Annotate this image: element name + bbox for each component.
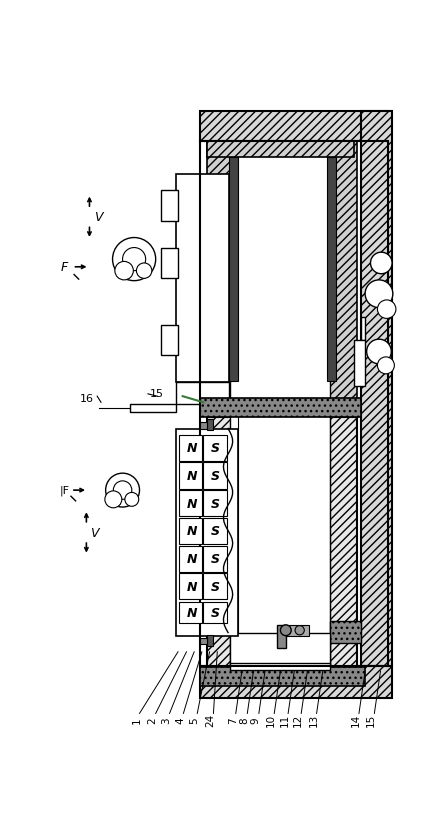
Text: N: N bbox=[186, 606, 197, 619]
Bar bbox=[238, 418, 327, 633]
Bar bbox=[203, 602, 227, 623]
Bar bbox=[207, 418, 358, 667]
Text: V: V bbox=[90, 527, 99, 539]
Circle shape bbox=[366, 340, 391, 364]
Text: 14: 14 bbox=[351, 713, 361, 726]
Bar bbox=[361, 318, 365, 341]
Text: N: N bbox=[186, 497, 197, 510]
Bar bbox=[203, 546, 227, 572]
Text: F: F bbox=[61, 261, 68, 274]
Bar bbox=[203, 463, 227, 489]
Text: S: S bbox=[211, 497, 220, 510]
Bar bbox=[179, 491, 202, 517]
Text: 15: 15 bbox=[366, 713, 376, 726]
Text: 11: 11 bbox=[280, 713, 290, 726]
Text: 1: 1 bbox=[131, 717, 142, 723]
Bar bbox=[179, 573, 202, 600]
Bar bbox=[203, 518, 227, 545]
Bar bbox=[161, 325, 178, 356]
Circle shape bbox=[105, 491, 122, 508]
Bar bbox=[207, 142, 230, 666]
Text: 10: 10 bbox=[266, 713, 276, 726]
Text: V: V bbox=[94, 211, 103, 224]
Text: N: N bbox=[186, 441, 197, 455]
Bar bbox=[177, 175, 229, 382]
Text: S: S bbox=[211, 580, 220, 593]
Circle shape bbox=[112, 238, 156, 281]
Text: S: S bbox=[211, 525, 220, 538]
Bar bbox=[177, 382, 229, 405]
Circle shape bbox=[137, 264, 152, 279]
Circle shape bbox=[377, 301, 396, 319]
Bar bbox=[207, 142, 353, 158]
Bar bbox=[179, 546, 202, 572]
Bar bbox=[177, 429, 238, 636]
Circle shape bbox=[113, 482, 132, 500]
Text: N: N bbox=[186, 525, 197, 538]
Bar bbox=[203, 491, 227, 517]
Text: 12: 12 bbox=[293, 713, 303, 726]
Text: |F: |F bbox=[60, 485, 69, 495]
Text: 3: 3 bbox=[161, 717, 172, 723]
Bar bbox=[179, 518, 202, 545]
Bar bbox=[331, 142, 358, 666]
Text: 2: 2 bbox=[147, 717, 158, 723]
Text: 8: 8 bbox=[239, 717, 249, 723]
Text: 7: 7 bbox=[228, 717, 238, 723]
Circle shape bbox=[365, 281, 393, 308]
Bar bbox=[199, 638, 207, 645]
Text: 15: 15 bbox=[150, 388, 164, 399]
Text: 5: 5 bbox=[189, 717, 199, 723]
Bar bbox=[161, 248, 178, 279]
Text: S: S bbox=[211, 441, 220, 455]
Bar bbox=[276, 625, 286, 648]
Circle shape bbox=[125, 493, 139, 507]
Text: 13: 13 bbox=[309, 713, 319, 726]
Bar bbox=[130, 405, 177, 412]
Bar bbox=[161, 191, 178, 221]
Text: N: N bbox=[186, 580, 197, 593]
Bar bbox=[230, 142, 331, 666]
Circle shape bbox=[106, 473, 139, 508]
Bar bbox=[199, 423, 207, 429]
Bar bbox=[230, 663, 331, 670]
Circle shape bbox=[115, 262, 134, 281]
Bar bbox=[230, 633, 331, 667]
Bar bbox=[179, 602, 202, 623]
Circle shape bbox=[370, 253, 392, 274]
Bar bbox=[207, 420, 213, 431]
Bar bbox=[199, 112, 388, 142]
Text: N: N bbox=[186, 553, 197, 565]
Bar bbox=[286, 625, 309, 636]
Text: S: S bbox=[211, 469, 220, 482]
Bar bbox=[179, 435, 202, 461]
Text: 16: 16 bbox=[80, 393, 94, 403]
Bar bbox=[203, 435, 227, 461]
Circle shape bbox=[377, 357, 394, 374]
Bar bbox=[179, 463, 202, 489]
Circle shape bbox=[280, 625, 291, 636]
Bar bbox=[207, 635, 213, 646]
Text: 24: 24 bbox=[205, 713, 215, 726]
Text: 4: 4 bbox=[175, 717, 185, 723]
Bar bbox=[229, 158, 238, 382]
Circle shape bbox=[295, 626, 304, 635]
Bar bbox=[199, 398, 361, 418]
Text: 9: 9 bbox=[251, 717, 261, 723]
Bar bbox=[199, 666, 392, 698]
Bar bbox=[203, 573, 227, 600]
Circle shape bbox=[123, 248, 146, 271]
Bar bbox=[331, 622, 361, 643]
Bar bbox=[361, 112, 392, 666]
Text: N: N bbox=[186, 469, 197, 482]
Text: S: S bbox=[211, 553, 220, 565]
Bar bbox=[199, 667, 365, 686]
Bar bbox=[327, 158, 336, 382]
Bar bbox=[353, 341, 365, 387]
Text: S: S bbox=[211, 606, 220, 619]
